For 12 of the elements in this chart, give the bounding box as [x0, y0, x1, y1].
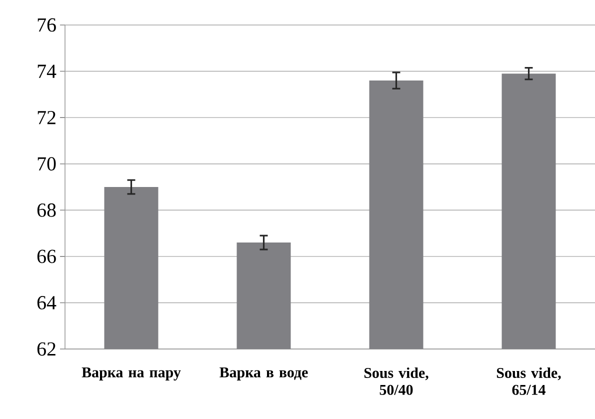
y-tick-label: 70: [38, 157, 56, 171]
x-tick-label: Варка на пару: [82, 367, 181, 380]
y-tick-label: 72: [38, 110, 56, 124]
y-tick-label: 66: [37, 250, 56, 264]
y-tick-label: 64: [37, 296, 56, 310]
y-tick-label: 68: [37, 203, 56, 217]
x-tick-label: Варка в воде: [220, 367, 308, 380]
y-tick-label: 76: [38, 18, 56, 32]
x-tick-label: Sous vide, 65/14: [496, 367, 561, 395]
y-tick-label: 62: [37, 342, 56, 356]
y-tick-label: 74: [38, 64, 56, 78]
x-tick-label: Sous vide, 50/40: [364, 367, 428, 395]
